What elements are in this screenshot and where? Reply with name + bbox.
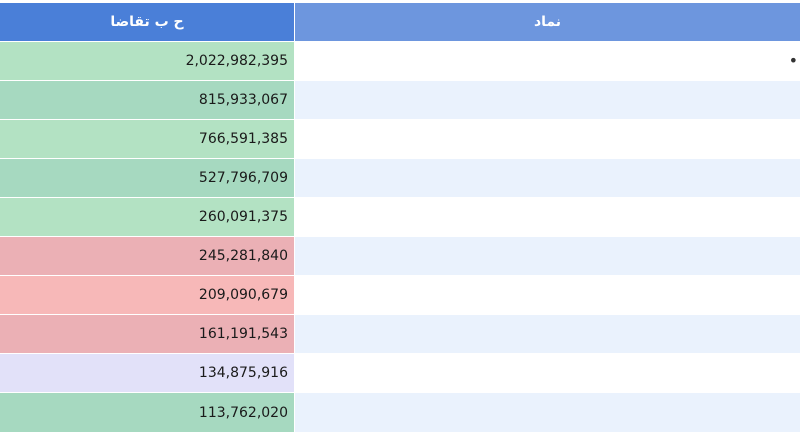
demand-cell: 815,933,067	[0, 81, 295, 119]
symbol-cell[interactable]	[295, 81, 800, 119]
table-row[interactable]: 134,875,916	[0, 354, 800, 393]
symbol-cell[interactable]	[295, 237, 800, 275]
demand-cell: 527,796,709	[0, 159, 295, 197]
symbol-cell[interactable]	[295, 354, 800, 392]
symbol-cell[interactable]: •	[295, 42, 800, 80]
table-row[interactable]: 527,796,709	[0, 159, 800, 198]
table-row[interactable]: 766,591,385	[0, 120, 800, 159]
demand-cell: 260,091,375	[0, 198, 295, 236]
table-row[interactable]: 113,762,020	[0, 393, 800, 432]
table-row[interactable]: 815,933,067	[0, 81, 800, 120]
symbol-cell[interactable]	[295, 120, 800, 158]
symbol-cell[interactable]	[295, 159, 800, 197]
symbol-cell[interactable]	[295, 276, 800, 314]
demand-cell: 209,090,679	[0, 276, 295, 314]
symbol-cell[interactable]	[295, 198, 800, 236]
symbol-text: •	[788, 51, 798, 70]
symbol-cell[interactable]	[295, 393, 800, 432]
demand-table: ح ب تقاضا نماد 2,022,982,395 • 815,933,0…	[0, 3, 800, 432]
header-demand[interactable]: ح ب تقاضا	[0, 3, 295, 41]
table-header-row: ح ب تقاضا نماد	[0, 3, 800, 42]
table-row[interactable]: 260,091,375	[0, 198, 800, 237]
demand-cell: 134,875,916	[0, 354, 295, 392]
table-row[interactable]: 209,090,679	[0, 276, 800, 315]
demand-cell: 113,762,020	[0, 393, 295, 432]
table-row[interactable]: 245,281,840	[0, 237, 800, 276]
header-symbol[interactable]: نماد	[295, 3, 800, 41]
table-row[interactable]: 2,022,982,395 •	[0, 42, 800, 81]
demand-cell: 766,591,385	[0, 120, 295, 158]
table-row[interactable]: 161,191,543	[0, 315, 800, 354]
symbol-cell[interactable]	[295, 315, 800, 353]
demand-cell: 2,022,982,395	[0, 42, 295, 80]
demand-cell: 161,191,543	[0, 315, 295, 353]
demand-cell: 245,281,840	[0, 237, 295, 275]
